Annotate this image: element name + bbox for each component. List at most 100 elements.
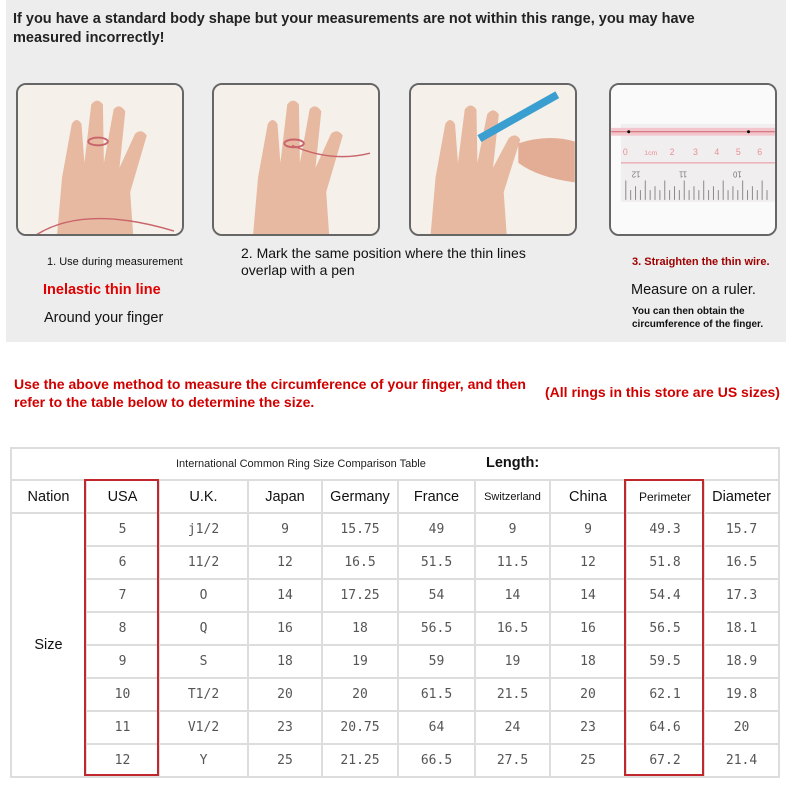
- step3-line1: Measure on a ruler.: [631, 282, 756, 298]
- table-cell: 9: [85, 644, 160, 679]
- ruler-illustration: 0 1cm 2 3 4 5 6 12 11 10: [611, 85, 775, 234]
- ruler-tick-label: 2: [670, 147, 675, 157]
- table-cell: 54.4: [625, 578, 705, 613]
- table-cell: V1/2: [158, 710, 249, 745]
- ruler-tick-label: 4: [714, 147, 719, 157]
- table-cell: 12: [85, 743, 160, 778]
- hand-photo-1: [16, 83, 184, 236]
- table-title-row: International Common Ring Size Compariso…: [9, 447, 781, 481]
- table-cell: 64: [397, 710, 476, 745]
- table-cell: 20: [321, 677, 399, 712]
- ring-size-table: International Common Ring Size Compariso…: [9, 447, 781, 778]
- table-cell: 67.2: [625, 743, 705, 778]
- table-cell: 16.5: [321, 545, 399, 580]
- header-nation: Nation: [10, 479, 87, 514]
- table-cell: Y: [158, 743, 249, 778]
- table-cell: 19: [474, 644, 551, 679]
- table-cell: 18: [247, 644, 323, 679]
- instruction-text: Use the above method to measure the circ…: [14, 376, 526, 410]
- table-cell: 49.3: [625, 512, 705, 547]
- hand-pen-illustration: [411, 85, 575, 234]
- header-uk: U.K.: [158, 479, 249, 514]
- ruler-tick-label: 1cm: [644, 150, 657, 157]
- table-cell: Q: [158, 611, 249, 646]
- table-cell: 9: [549, 512, 627, 547]
- table-cell: 25: [247, 743, 323, 778]
- header-france: France: [397, 479, 476, 514]
- step1-label: 1. Use during measurement: [47, 256, 183, 268]
- table-cell: 14: [474, 578, 551, 613]
- table-cell: 6: [85, 545, 160, 580]
- table-cell: 5: [85, 512, 160, 547]
- table-cell: 16: [247, 611, 323, 646]
- table-cell: 59.5: [625, 644, 705, 679]
- table-cell: 51.5: [397, 545, 476, 580]
- size-row-label: Size: [10, 512, 87, 778]
- table-cell: 11.5: [474, 545, 551, 580]
- table-cell: 27.5: [474, 743, 551, 778]
- table-cell: 14: [247, 578, 323, 613]
- table-row: 12 Y 25 21.25 66.5 27.5 25 67.2 21.4: [11, 743, 781, 778]
- ruler-tick-label: 11: [679, 170, 687, 179]
- step2-label: 2. Mark the same position where the thin…: [241, 245, 526, 278]
- table-cell: 64.6: [625, 710, 705, 745]
- table-cell: 16.5: [474, 611, 551, 646]
- ruler-tick-label: 10: [732, 170, 741, 179]
- header-japan: Japan: [247, 479, 323, 514]
- table-cell: 18.1: [702, 611, 781, 646]
- table-row: 9 S 18 19 59 19 18 59.5 18.9: [11, 644, 781, 679]
- table-cell: 23: [549, 710, 627, 745]
- table-cell: 25: [549, 743, 627, 778]
- table-cell: 16.5: [702, 545, 781, 580]
- table-cell: 62.1: [625, 677, 705, 712]
- step3-line2: You can then obtain the circumference of…: [632, 306, 764, 330]
- table-cell: 18: [549, 644, 627, 679]
- table-row: 8 Q 16 18 56.5 16.5 16 56.5 18.1: [11, 611, 781, 646]
- table-cell: 20: [549, 677, 627, 712]
- hand-wrap-illustration: [214, 85, 378, 234]
- table-cell: 11: [85, 710, 160, 745]
- table-cell: 51.8: [625, 545, 705, 580]
- table-cell: T1/2: [158, 677, 249, 712]
- table-cell: 19.8: [702, 677, 781, 712]
- table-cell: 11/2: [158, 545, 249, 580]
- step3-label: 3. Straighten the thin wire.: [632, 256, 770, 268]
- table-cell: 66.5: [397, 743, 476, 778]
- table-cell: 8: [85, 611, 160, 646]
- table-cell: 21.4: [702, 743, 781, 778]
- table-cell: 16: [549, 611, 627, 646]
- table-cell: 19: [321, 644, 399, 679]
- header-china: China: [549, 479, 627, 514]
- table-cell: 49: [397, 512, 476, 547]
- table-cell: 17.3: [702, 578, 781, 613]
- table-cell: 15.75: [321, 512, 399, 547]
- table-cell: 21.5: [474, 677, 551, 712]
- table-cell: S: [158, 644, 249, 679]
- table-cell: 9: [474, 512, 551, 547]
- table-cell: 23: [247, 710, 323, 745]
- hand-wrap-illustration: [18, 85, 182, 234]
- table-cell: 61.5: [397, 677, 476, 712]
- ruler-tick-label: 12: [632, 170, 641, 179]
- table-cell: O: [158, 578, 249, 613]
- ruler-tick-label: 5: [736, 147, 741, 157]
- table-cell: j1/2: [158, 512, 249, 547]
- ruler-photo: 0 1cm 2 3 4 5 6 12 11 10: [609, 83, 777, 236]
- table-cell: 56.5: [397, 611, 476, 646]
- table-cell: 20: [702, 710, 781, 745]
- table-row: Size 5 j1/2 9 15.75 49 9 9 49.3 15.7: [10, 512, 781, 778]
- table-cell: 15.7: [702, 512, 781, 547]
- table-cell: 10: [85, 677, 160, 712]
- hand-photo-3: [409, 83, 577, 236]
- ruler-tick-label: 0: [623, 147, 628, 157]
- table-cell: 14: [549, 578, 627, 613]
- header-diameter: Diameter: [702, 479, 781, 514]
- table-title: International Common Ring Size Compariso…: [176, 458, 426, 470]
- ruler-tick-label: 6: [757, 147, 762, 157]
- table-row: 7 O 14 17.25 54 14 14 54.4 17.3: [11, 578, 781, 613]
- intro-text: If you have a standard body shape but yo…: [13, 11, 695, 46]
- table-cell: 18.9: [702, 644, 781, 679]
- us-size-note: (All rings in this store are US sizes): [545, 384, 780, 400]
- table-row: 6 11/2 12 16.5 51.5 11.5 12 51.8 16.5: [11, 545, 781, 580]
- table-cell: 24: [474, 710, 551, 745]
